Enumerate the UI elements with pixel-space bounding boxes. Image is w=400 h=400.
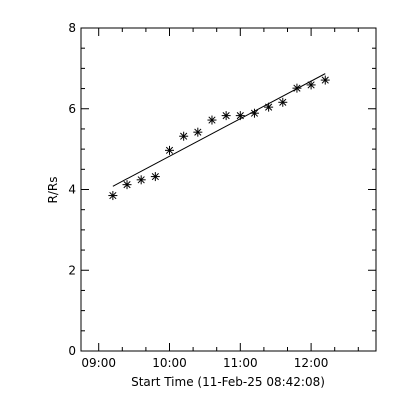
- data-point: [264, 102, 274, 112]
- x-tick-label: 12:00: [294, 356, 329, 370]
- x-tick-label: 11:00: [223, 356, 258, 370]
- data-point: [249, 108, 259, 118]
- data-point: [320, 75, 330, 85]
- data-point: [292, 83, 302, 93]
- y-axis-title: R/Rs: [46, 177, 60, 204]
- data-point: [306, 80, 316, 90]
- data-point: [278, 97, 288, 107]
- x-axis-title: Start Time (11-Feb-25 08:42:08): [131, 375, 325, 389]
- y-tick-label: 8: [68, 21, 76, 35]
- data-point: [136, 175, 146, 185]
- x-axis-ticks: [98, 28, 359, 351]
- plot-box: [80, 27, 377, 352]
- data-point: [235, 111, 245, 121]
- x-axis-tick-labels: 09:00 10:00 11:00 12:00: [81, 356, 328, 370]
- data-point: [165, 145, 174, 155]
- y-tick-label: 4: [68, 183, 76, 197]
- fit-line-group: [112, 73, 326, 187]
- data-point: [179, 131, 189, 141]
- data-point: [108, 191, 118, 201]
- x-tick-label: 10:00: [152, 356, 187, 370]
- y-axis-tick-labels: 0 2 4 6 8: [68, 21, 76, 358]
- y-axis-ticks: [81, 27, 376, 352]
- data-point: [221, 111, 231, 121]
- y-tick-label: 2: [68, 263, 76, 277]
- fit-line: [112, 73, 326, 187]
- data-point: [122, 180, 132, 190]
- data-point: [207, 115, 217, 125]
- data-points: [108, 75, 330, 201]
- x-tick-label: 09:00: [81, 356, 116, 370]
- y-tick-label: 0: [68, 344, 76, 358]
- plot-frame: [80, 27, 377, 352]
- data-point: [193, 127, 203, 137]
- data-point: [150, 172, 160, 182]
- y-tick-label: 6: [68, 102, 76, 116]
